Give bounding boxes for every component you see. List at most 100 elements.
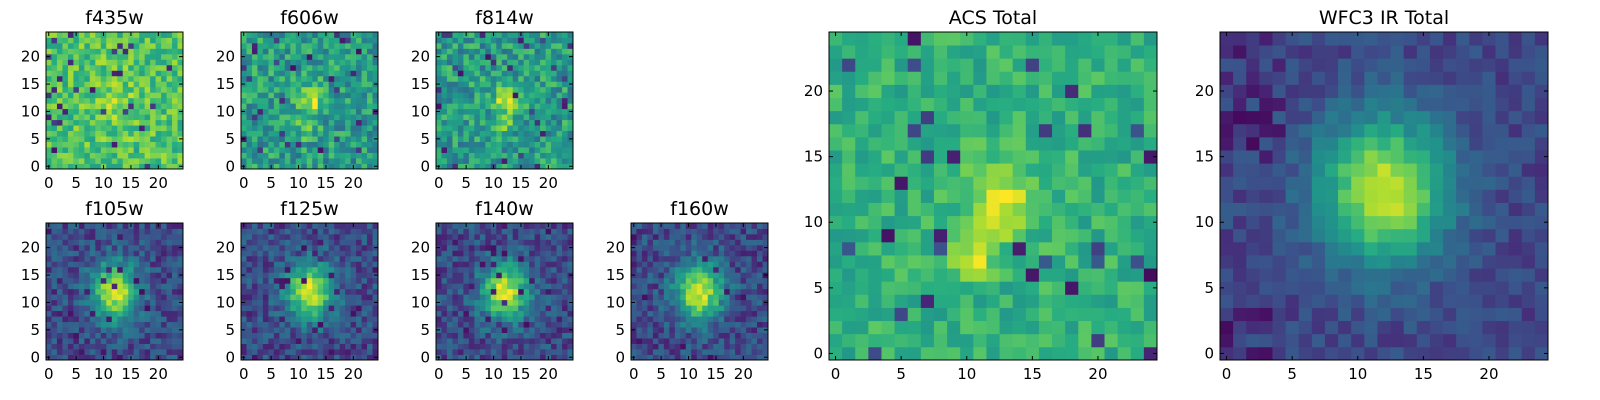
y-tick-label: 15 — [216, 75, 235, 93]
heatmap-cell — [631, 233, 637, 240]
heatmap-cell — [89, 244, 96, 251]
heatmap-cell — [172, 103, 178, 110]
heatmap-cell — [251, 310, 258, 317]
heatmap-cell — [523, 130, 530, 137]
heatmap-cell — [947, 333, 961, 348]
heatmap-cell — [334, 97, 341, 104]
heatmap-cell — [1025, 281, 1040, 295]
heatmap-cell — [718, 338, 725, 344]
heatmap-cell — [855, 163, 869, 177]
heatmap-cell — [350, 338, 357, 344]
heatmap-cell — [139, 32, 146, 38]
heatmap-cell — [155, 244, 162, 251]
heatmap-cell — [295, 261, 302, 268]
heatmap-cell — [350, 316, 357, 323]
heatmap-cell — [279, 338, 286, 344]
heatmap-cell — [84, 233, 91, 240]
heatmap-cell — [496, 32, 503, 38]
heatmap-cell — [67, 42, 74, 49]
heatmap-cell — [894, 228, 909, 243]
heatmap-cell — [172, 244, 178, 251]
heatmap-cell — [685, 255, 692, 262]
heatmap-cell — [474, 310, 481, 317]
heatmap-cell — [485, 310, 492, 317]
heatmap-cell — [540, 305, 546, 312]
heatmap-cell — [268, 48, 275, 55]
heatmap-cell — [1130, 215, 1145, 230]
heatmap-cell — [647, 223, 654, 229]
heatmap-cell — [106, 305, 113, 312]
heatmap-cell — [356, 97, 362, 104]
heatmap-cell — [78, 42, 85, 49]
heatmap-cell — [518, 37, 525, 44]
heatmap-cell — [631, 332, 637, 339]
heatmap-cell — [284, 32, 291, 38]
heatmap-cell — [106, 125, 113, 132]
heatmap-cell — [279, 233, 286, 240]
heatmap-cell — [1038, 189, 1053, 203]
heatmap-cell — [446, 354, 453, 361]
heatmap-cell — [523, 53, 530, 60]
heatmap-cell — [920, 255, 935, 269]
heatmap-cell — [361, 299, 368, 306]
heatmap-cell — [356, 64, 362, 71]
heatmap-cell — [567, 92, 574, 99]
heatmap-cell — [518, 64, 525, 71]
heatmap-cell — [545, 86, 552, 93]
heatmap-cell — [279, 141, 286, 148]
heatmap-cell — [139, 332, 146, 339]
heatmap-cell — [540, 86, 546, 93]
heatmap-cell — [540, 349, 546, 355]
heatmap-cell — [84, 125, 91, 132]
heatmap-cell — [485, 114, 492, 121]
heatmap-cell — [56, 108, 63, 115]
heatmap-cell — [78, 32, 85, 38]
heatmap-cell — [685, 288, 692, 295]
y-tick-label: 5 — [30, 321, 40, 339]
heatmap-cell — [84, 349, 91, 355]
heatmap-cell — [350, 42, 357, 49]
heatmap-cell — [468, 32, 475, 38]
heatmap-cell — [436, 310, 442, 317]
heatmap-cell — [652, 261, 659, 268]
heatmap-cell — [95, 343, 102, 350]
x-tick-label: 10 — [289, 365, 308, 383]
heatmap-cell — [973, 241, 987, 256]
heatmap-cell — [567, 343, 574, 350]
heatmap-cell — [652, 294, 659, 301]
heatmap-cell — [246, 321, 253, 328]
heatmap-cell — [641, 316, 648, 323]
heatmap-cell — [312, 114, 319, 121]
heatmap-cell — [894, 320, 909, 335]
heatmap-cell — [155, 277, 162, 284]
heatmap-cell — [372, 283, 379, 290]
heatmap-cell — [463, 141, 470, 148]
heatmap-cell — [457, 288, 464, 295]
heatmap-cell — [436, 147, 442, 153]
heatmap-cell — [150, 152, 156, 159]
heatmap-cell — [262, 338, 269, 344]
heatmap-cell — [663, 244, 670, 251]
heatmap-cell — [301, 288, 308, 295]
heatmap-cell — [139, 316, 146, 323]
heatmap-cell — [361, 32, 368, 38]
heatmap-cell — [631, 228, 637, 235]
heatmap-cell — [1104, 176, 1119, 190]
heatmap-cell — [95, 321, 102, 328]
heatmap-cell — [350, 305, 357, 312]
heatmap-cell — [680, 321, 687, 328]
heatmap-cell — [100, 343, 107, 350]
heatmap-cell — [457, 114, 464, 121]
heatmap-cell — [111, 277, 118, 284]
heatmap-cell — [122, 32, 129, 38]
heatmap-cell — [284, 92, 291, 99]
heatmap-cell — [350, 108, 357, 115]
heatmap-cell — [117, 255, 124, 262]
heatmap-cell — [161, 42, 167, 49]
heatmap-cell — [122, 37, 129, 44]
heatmap-cell — [122, 266, 129, 273]
heatmap-cell — [73, 48, 80, 55]
heatmap-cell — [95, 277, 102, 284]
heatmap-cell — [496, 141, 503, 148]
heatmap-cell — [312, 37, 319, 44]
